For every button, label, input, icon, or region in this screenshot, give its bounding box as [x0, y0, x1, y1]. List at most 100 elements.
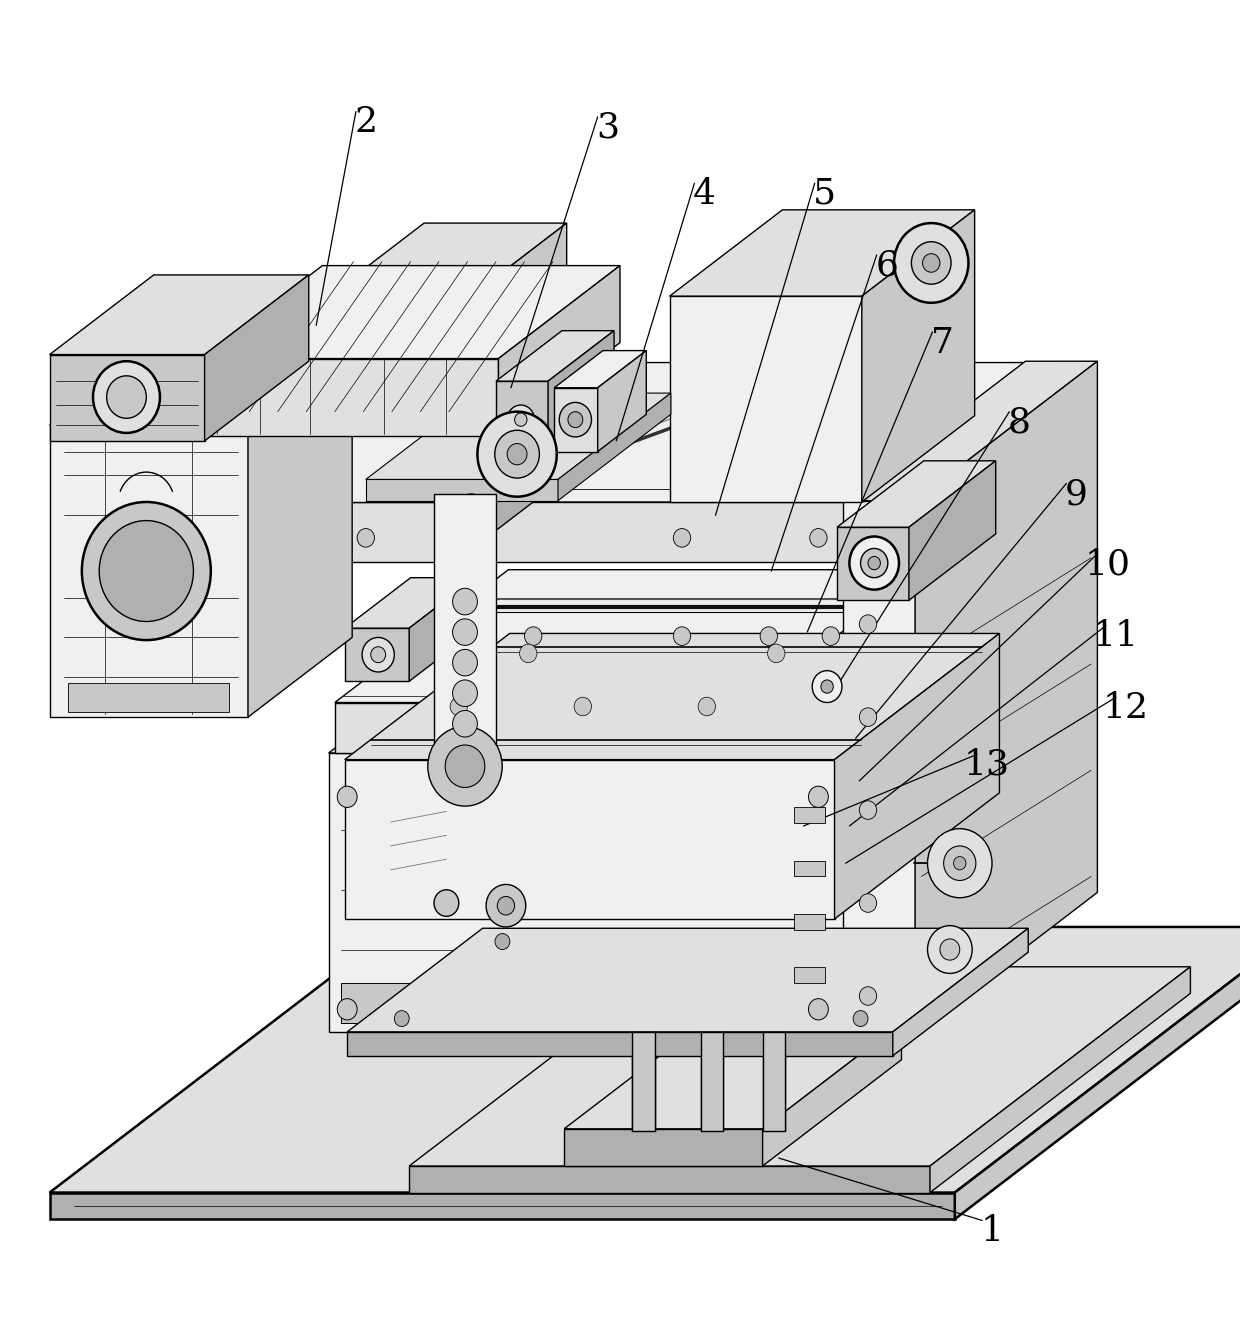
- Text: 8: 8: [1008, 405, 1030, 440]
- Text: 13: 13: [963, 748, 1011, 782]
- Circle shape: [861, 548, 888, 578]
- Polygon shape: [598, 351, 646, 452]
- Polygon shape: [366, 479, 558, 501]
- Circle shape: [853, 1011, 868, 1027]
- Circle shape: [808, 999, 828, 1020]
- Circle shape: [940, 939, 960, 960]
- Polygon shape: [341, 983, 409, 1023]
- Polygon shape: [329, 753, 862, 1032]
- Polygon shape: [843, 361, 1097, 501]
- Circle shape: [337, 786, 357, 807]
- Text: 4: 4: [693, 177, 715, 211]
- Circle shape: [337, 999, 357, 1020]
- Polygon shape: [329, 296, 471, 502]
- Circle shape: [810, 529, 827, 547]
- Polygon shape: [862, 614, 1044, 1032]
- Polygon shape: [496, 381, 548, 458]
- Polygon shape: [498, 266, 620, 436]
- Circle shape: [495, 430, 539, 478]
- Polygon shape: [554, 388, 598, 452]
- Circle shape: [859, 987, 877, 1005]
- Polygon shape: [955, 927, 1240, 1219]
- Text: 9: 9: [1065, 477, 1087, 511]
- Circle shape: [507, 405, 534, 434]
- Text: 7: 7: [931, 325, 954, 360]
- Circle shape: [559, 402, 591, 437]
- Polygon shape: [329, 502, 874, 562]
- Polygon shape: [670, 296, 862, 502]
- Text: 2: 2: [355, 105, 377, 139]
- Circle shape: [362, 637, 394, 672]
- Circle shape: [456, 494, 486, 526]
- Circle shape: [812, 671, 842, 703]
- Bar: [763, 1032, 785, 1131]
- Circle shape: [450, 697, 467, 716]
- Text: 12: 12: [1102, 691, 1149, 725]
- Circle shape: [574, 697, 591, 716]
- Text: 10: 10: [1084, 547, 1131, 582]
- Polygon shape: [862, 210, 975, 502]
- Circle shape: [760, 627, 777, 645]
- Circle shape: [453, 649, 477, 676]
- Polygon shape: [453, 485, 490, 535]
- Polygon shape: [248, 345, 352, 717]
- Polygon shape: [345, 760, 835, 919]
- Circle shape: [438, 529, 455, 547]
- Polygon shape: [496, 331, 614, 381]
- Polygon shape: [201, 359, 498, 436]
- Circle shape: [928, 829, 992, 898]
- Circle shape: [868, 556, 880, 570]
- Polygon shape: [554, 351, 646, 388]
- Circle shape: [357, 529, 374, 547]
- Circle shape: [928, 926, 972, 973]
- Circle shape: [673, 529, 691, 547]
- Circle shape: [525, 627, 542, 645]
- Circle shape: [859, 801, 877, 819]
- Bar: [701, 1032, 723, 1131]
- Polygon shape: [347, 1032, 893, 1056]
- Polygon shape: [843, 501, 915, 1032]
- Circle shape: [849, 537, 899, 590]
- Polygon shape: [490, 448, 538, 535]
- Circle shape: [486, 884, 526, 927]
- Bar: [68, 683, 229, 712]
- Polygon shape: [409, 967, 1190, 1166]
- Circle shape: [453, 710, 477, 737]
- Polygon shape: [335, 703, 856, 753]
- Polygon shape: [893, 928, 1028, 1056]
- Circle shape: [477, 412, 557, 497]
- Polygon shape: [558, 393, 671, 501]
- Circle shape: [453, 588, 477, 615]
- Circle shape: [944, 846, 976, 880]
- Polygon shape: [201, 266, 620, 359]
- Polygon shape: [763, 1023, 901, 1166]
- Polygon shape: [471, 223, 567, 502]
- Bar: [794, 861, 825, 876]
- Circle shape: [954, 934, 968, 950]
- Text: 1: 1: [981, 1214, 1003, 1248]
- Text: 5: 5: [813, 177, 836, 211]
- Polygon shape: [856, 570, 1029, 753]
- Polygon shape: [347, 928, 1028, 1032]
- Polygon shape: [50, 355, 205, 441]
- Circle shape: [859, 708, 877, 726]
- Bar: [794, 967, 825, 983]
- Polygon shape: [50, 275, 309, 355]
- Polygon shape: [930, 967, 1190, 1193]
- Polygon shape: [329, 363, 1056, 502]
- Circle shape: [453, 680, 477, 706]
- Polygon shape: [851, 608, 920, 712]
- Circle shape: [107, 376, 146, 418]
- Circle shape: [768, 644, 785, 663]
- Polygon shape: [50, 1193, 955, 1219]
- Polygon shape: [874, 363, 1056, 562]
- Polygon shape: [409, 1166, 930, 1193]
- Text: 11: 11: [1092, 619, 1140, 653]
- Circle shape: [82, 502, 211, 640]
- Polygon shape: [453, 448, 538, 485]
- Circle shape: [568, 412, 583, 428]
- Circle shape: [859, 615, 877, 633]
- Circle shape: [894, 223, 968, 303]
- Circle shape: [445, 745, 485, 788]
- Polygon shape: [835, 633, 999, 919]
